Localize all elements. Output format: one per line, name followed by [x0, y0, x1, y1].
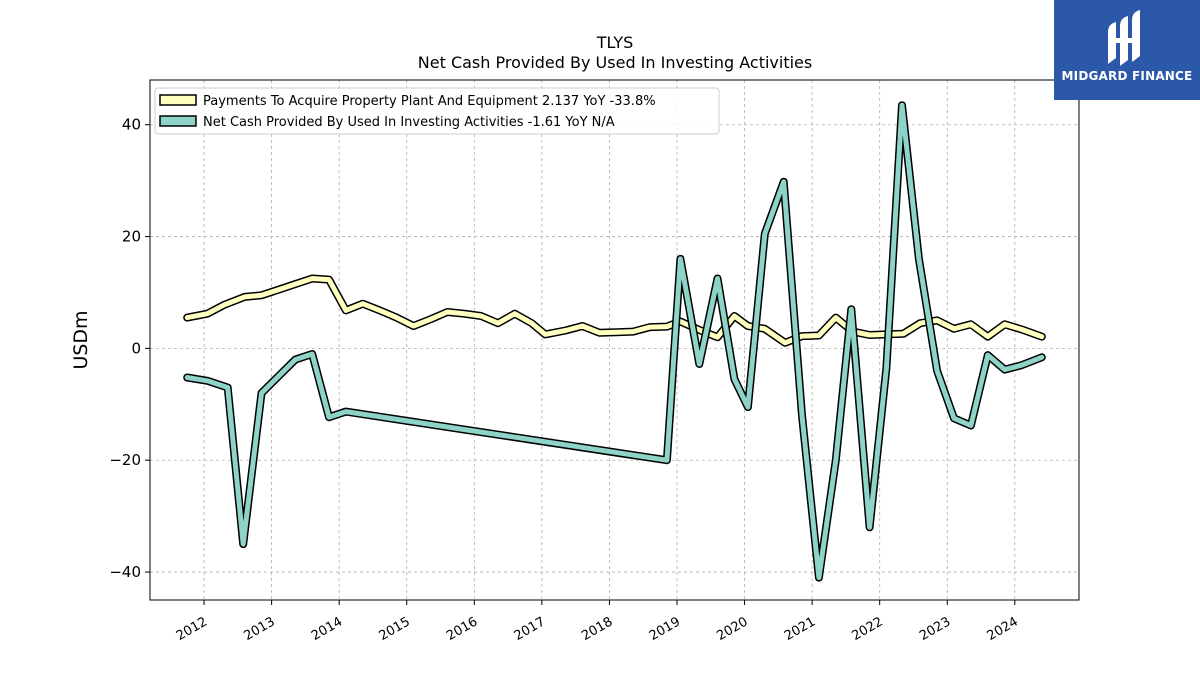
y-tick-label: 20 [122, 228, 141, 246]
legend-swatch-investing [159, 115, 197, 127]
x-tick-label: 2012 [174, 614, 210, 644]
brand-name: MIDGARD FINANCE [1061, 69, 1193, 83]
x-tick-label: 2021 [782, 614, 818, 644]
x-tick-label: 2014 [309, 614, 345, 644]
x-tick-label: 2015 [377, 614, 413, 644]
x-tick-label: 2016 [444, 614, 480, 644]
legend-box [154, 87, 720, 135]
series-outline-1 [183, 101, 1046, 582]
y-tick-label: 40 [122, 116, 141, 134]
x-tick-label: 2017 [512, 614, 548, 644]
series-line-0 [184, 276, 1045, 346]
y-tick-label: 0 [131, 339, 141, 357]
brand-mark-icon [1108, 10, 1140, 66]
x-tick-label: 2022 [850, 614, 886, 644]
legend-swatch-capex [159, 94, 197, 106]
x-tick-label: 2023 [917, 614, 953, 644]
x-tick-label: 2020 [714, 614, 750, 644]
legend: Payments To Acquire Property Plant And E… [154, 87, 720, 135]
series-lines [183, 101, 1046, 582]
y-tick-label: −20 [109, 451, 141, 469]
grid-lines [150, 80, 1079, 600]
brand-logo: MIDGARD FINANCE [1054, 0, 1200, 100]
legend-label-investing: Net Cash Provided By Used In Investing A… [203, 115, 615, 130]
x-tick-label: 2013 [241, 614, 277, 644]
series-line-1 [184, 102, 1045, 581]
y-tick-label: −40 [109, 563, 141, 581]
legend-label-capex: Payments To Acquire Property Plant And E… [203, 94, 656, 109]
plot-frame [149, 79, 1080, 601]
chart-subtitle: Net Cash Provided By Used In Investing A… [418, 53, 812, 72]
x-tick-label: 2019 [647, 614, 683, 644]
x-tick-label: 2018 [579, 614, 615, 644]
chart-title: TLYS [596, 33, 634, 52]
y-axis: −40 −20 0 20 40 [109, 116, 150, 581]
x-axis: 2012 2013 2014 2015 2016 2017 2018 2019 2020 2021… [174, 600, 1021, 644]
y-axis-label: USDm [70, 310, 92, 369]
x-tick-label: 2024 [985, 614, 1021, 644]
